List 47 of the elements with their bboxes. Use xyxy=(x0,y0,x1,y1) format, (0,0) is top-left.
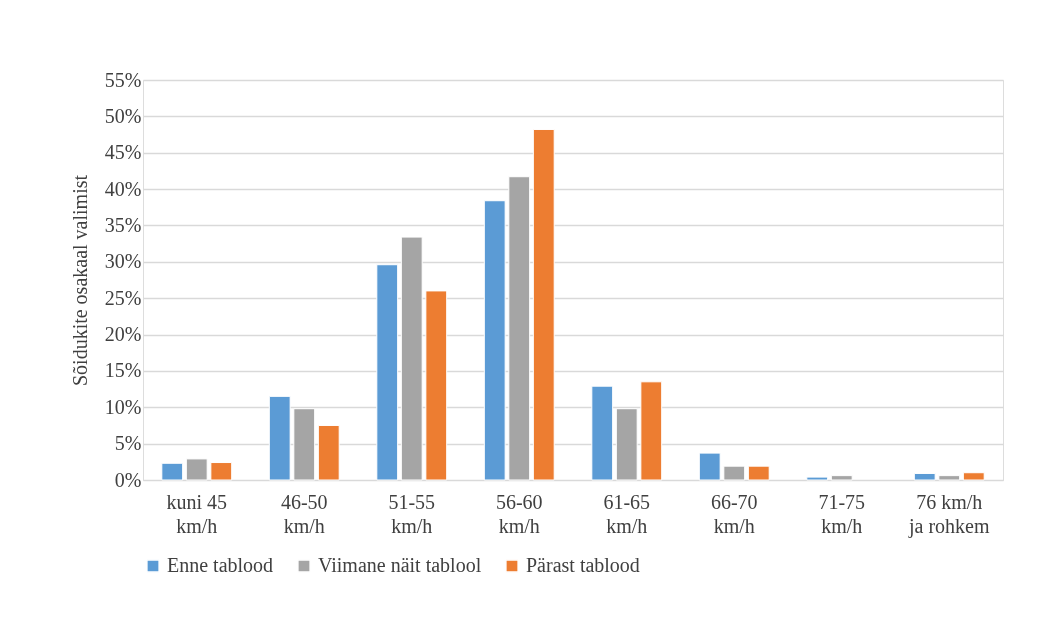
bar xyxy=(830,475,853,481)
bar xyxy=(806,476,829,481)
bar xyxy=(268,395,291,481)
bar xyxy=(317,424,340,481)
y-tick-label: 15% xyxy=(104,359,142,382)
bar xyxy=(640,381,663,481)
bar xyxy=(185,458,208,481)
bar xyxy=(913,472,936,481)
bar xyxy=(532,128,555,481)
x-tick-label: 76 km/h ja rohkem xyxy=(907,490,990,538)
y-tick-label: 25% xyxy=(104,286,142,309)
bar xyxy=(293,408,316,481)
y-tick-label: 45% xyxy=(104,141,142,164)
x-tick-label: 46-50 km/h xyxy=(280,490,328,537)
bar xyxy=(615,408,638,481)
y-tick-label: 40% xyxy=(104,177,142,200)
y-tick-label: 30% xyxy=(104,250,142,273)
x-tick-label: 71-75 km/h xyxy=(818,490,866,537)
y-tick-label: 10% xyxy=(104,395,142,418)
bar xyxy=(747,465,770,481)
bar xyxy=(483,200,506,481)
bar xyxy=(508,176,531,481)
x-tick-label: 61-65 km/h xyxy=(603,490,651,537)
bar xyxy=(400,236,423,481)
x-tick-label: 51-55 km/h xyxy=(388,490,436,537)
x-tick-label: 56-60 km/h xyxy=(495,490,543,537)
x-tick-label: kuni 45 km/h xyxy=(166,490,228,537)
y-tick-label: 5% xyxy=(114,432,142,455)
bar xyxy=(376,264,399,481)
y-tick-label: 50% xyxy=(104,104,142,127)
bar xyxy=(210,462,233,481)
bar xyxy=(161,462,184,481)
bar xyxy=(962,472,985,481)
legend-label: Enne tablood xyxy=(167,554,274,576)
y-axis-title: Sõidukite osakaal valimist xyxy=(68,174,91,387)
legend-label: Viimane näit tablool xyxy=(318,554,482,576)
bar xyxy=(425,290,448,481)
bar xyxy=(938,475,961,481)
legend-label: Pärast tablood xyxy=(526,554,640,576)
y-tick-label: 0% xyxy=(114,468,142,491)
bar xyxy=(591,385,614,481)
y-tick-label: 55% xyxy=(104,68,142,91)
bar xyxy=(698,452,721,481)
y-tick-label: 20% xyxy=(104,323,142,346)
x-tick-label: 66-70 km/h xyxy=(710,490,758,537)
y-tick-label: 35% xyxy=(104,213,142,236)
bar xyxy=(723,465,746,481)
